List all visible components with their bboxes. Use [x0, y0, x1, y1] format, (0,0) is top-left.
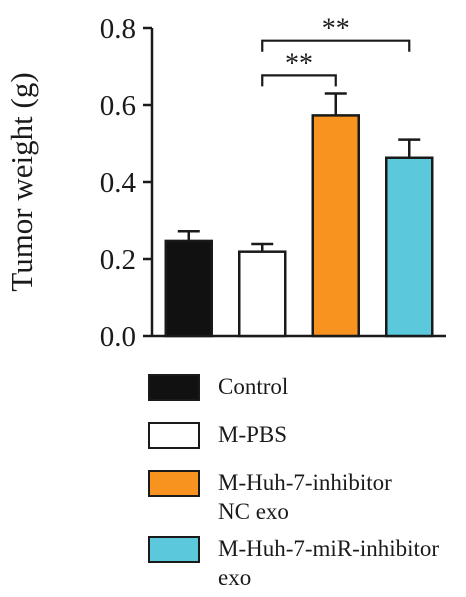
legend-swatch: [148, 374, 200, 401]
bar: [164, 239, 213, 338]
legend-swatch: [148, 536, 200, 563]
legend-item: M-PBS: [148, 420, 458, 452]
significance-bracket: [261, 39, 411, 52]
legend-label: M-Huh-7-miR-inhibitor exo: [218, 536, 440, 590]
legend-label: M-Huh-7-inhibitor NC exo: [218, 470, 392, 524]
y-tick-label: 0.6: [100, 90, 136, 122]
bar: [238, 250, 287, 338]
y-tick-label: 0.4: [100, 167, 137, 199]
legend-item: M-Huh-7-inhibitor NC exo: [148, 468, 458, 524]
y-axis-ticks: 0.0 0.2 0.4 0.6 0.8: [100, 13, 152, 353]
legend-label: M-PBS: [218, 422, 288, 447]
legend-item: Control: [148, 372, 458, 404]
y-tick-label: 0.8: [100, 13, 136, 45]
bar-chart: 0.0 0.2 0.4 0.6 0.8 ** ** Tumor weight (g): [4, 13, 446, 353]
significance-brackets: ** **: [261, 14, 411, 87]
legend-swatch: [148, 422, 200, 449]
bar: [311, 114, 360, 338]
y-tick-label: 0.2: [100, 244, 136, 276]
error-bars: [177, 92, 421, 252]
significance-bracket: [261, 74, 337, 87]
y-axis-label: Tumor weight (g): [4, 72, 39, 291]
significance-label: **: [322, 14, 350, 45]
legend-swatch: [148, 470, 200, 497]
bar: [385, 156, 434, 338]
y-tick-label: 0.0: [100, 321, 136, 353]
significance-label: **: [285, 48, 313, 79]
legend-item: M-Huh-7-miR-inhibitor exo: [148, 534, 458, 590]
legend-label: Control: [218, 374, 289, 399]
bars: [164, 114, 434, 338]
